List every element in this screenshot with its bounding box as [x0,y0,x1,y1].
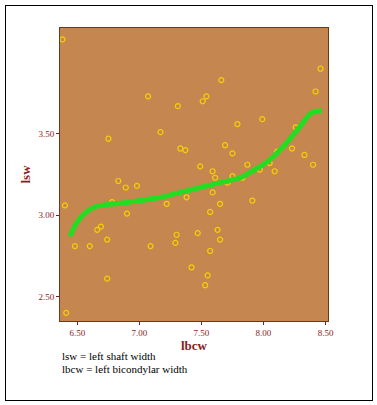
svg-text:8.50: 8.50 [318,328,334,338]
svg-text:lsw: lsw [18,165,33,184]
svg-text:2.50: 2.50 [38,292,54,302]
svg-text:lbcw: lbcw [181,338,208,353]
svg-text:7.50: 7.50 [194,328,210,338]
svg-text:8.00: 8.00 [256,328,272,338]
svg-text:3.00: 3.00 [38,210,54,220]
svg-text:lbcw = left bicondylar width: lbcw = left bicondylar width [62,363,188,375]
svg-text:6.50: 6.50 [69,328,85,338]
svg-text:lsw = left shaft width: lsw = left shaft width [62,350,156,362]
svg-text:7.00: 7.00 [132,328,148,338]
svg-text:3.50: 3.50 [38,129,54,139]
